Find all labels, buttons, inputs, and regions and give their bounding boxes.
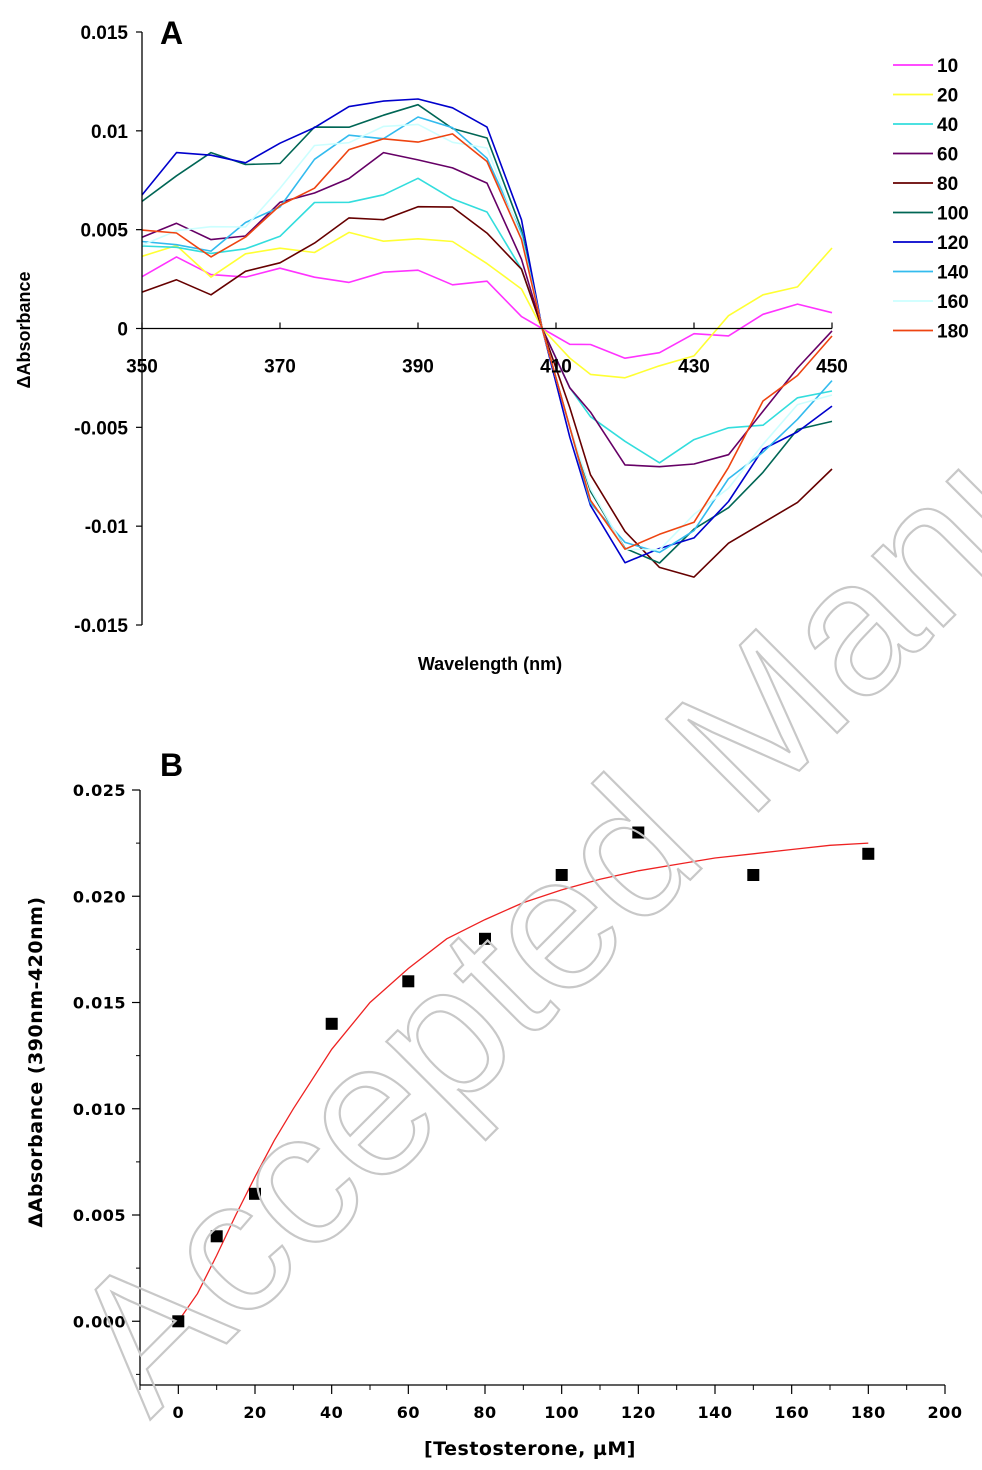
y-tick-label: 0.000: [73, 1312, 126, 1331]
y-tick-label: -0.015: [74, 616, 128, 637]
x-tick-label: 20: [243, 1403, 266, 1422]
x-tick-label: 180: [851, 1403, 886, 1422]
series-line-180: [141, 133, 833, 551]
legend-label: 10: [937, 56, 958, 77]
x-tick-label: 40: [320, 1403, 343, 1422]
data-point-1: [210, 1230, 223, 1243]
y-tick-label: 0: [117, 320, 128, 341]
legend-label: 180: [937, 322, 969, 343]
legend-item-100: 100: [893, 204, 969, 225]
legend-item-120: 120: [893, 233, 969, 254]
legend-label: 160: [937, 292, 969, 313]
series-line-20: [141, 231, 833, 379]
x-tick-label: 80: [473, 1403, 496, 1422]
x-tick-label: 120: [621, 1403, 656, 1422]
legend-item-80: 80: [893, 174, 958, 195]
data-point-5: [479, 932, 491, 945]
panel-b-axes: 0.000 0.005 0.010 0.015 0.020 0.025 0 20 40 60 80 1…: [73, 781, 963, 1422]
series-line-80: [141, 205, 833, 578]
y-tick-label: 0.005: [80, 221, 128, 242]
data-point-4: [402, 975, 415, 988]
legend-label: 40: [937, 115, 958, 136]
panel-a-x-axis-title: Wavelength (nm): [418, 654, 562, 674]
series-line-120: [141, 98, 833, 564]
x-tick-label: 350: [126, 357, 158, 378]
legend-label: 80: [937, 174, 958, 195]
y-tick-label: 0.015: [80, 23, 128, 44]
panel-b-letter: B: [160, 747, 183, 783]
legend-label: 140: [937, 263, 969, 284]
legend-item-140: 140: [893, 263, 969, 284]
panel-b-points: [172, 826, 875, 1328]
x-tick-label: 200: [928, 1403, 963, 1422]
x-tick-label: 450: [816, 357, 848, 378]
legend-item-60: 60: [893, 145, 958, 166]
legend-item-180: 180: [893, 322, 969, 343]
panel-a-axes: 0.015 0.01 0.005 0 -0.005 -0.01 -0.015 350 370 39…: [74, 23, 848, 637]
panel-a-y-axis-title: ΔAbsorbance: [14, 272, 34, 389]
series-line-40: [141, 177, 833, 464]
x-tick-label: 370: [264, 357, 296, 378]
y-tick-label: 0.01: [91, 122, 128, 143]
x-tick-label: 390: [402, 357, 434, 378]
series-line-60: [141, 151, 833, 468]
x-tick-label: 0: [173, 1403, 185, 1422]
panel-b-x-axis-title: [Testosterone, µM]: [424, 1438, 636, 1460]
legend-label: 60: [937, 145, 958, 166]
y-tick-label: 0.020: [73, 887, 126, 906]
legend-item-40: 40: [893, 115, 958, 136]
data-point-7: [632, 826, 645, 839]
panel-b: B 0.000 0.005 0.010 0.015 0.020 0.025 0 20 40 60 8…: [25, 747, 962, 1460]
y-tick-label: 0.005: [73, 1206, 126, 1225]
panel-a: A 0.015 0.01 0.005 0 -0.005 -0.01 -0.015 350 370…: [14, 15, 969, 674]
legend-item-10: 10: [893, 56, 958, 77]
fit-curve: [177, 842, 869, 1322]
legend-label: 20: [937, 86, 958, 107]
x-tick-label: 410: [540, 357, 572, 378]
y-tick-label: 0.015: [73, 994, 126, 1013]
data-point-3: [325, 1017, 338, 1030]
legend-label: 100: [937, 204, 969, 225]
data-point-9: [862, 847, 875, 860]
data-point-0: [172, 1315, 185, 1328]
series-line-100: [141, 103, 833, 564]
panel-b-fit: [177, 842, 869, 1322]
y-tick-label: -0.005: [74, 418, 128, 439]
data-point-2: [249, 1187, 261, 1200]
panel-b-y-axis-title: ΔAbsorbance (390nm-420nm): [25, 896, 47, 1227]
y-tick-label: 0.025: [73, 781, 126, 800]
legend-label: 120: [937, 233, 969, 254]
x-tick-label: 430: [678, 357, 710, 378]
x-tick-label: 100: [544, 1403, 579, 1422]
x-tick-label: 60: [397, 1403, 420, 1422]
x-tick-label: 140: [698, 1403, 733, 1422]
panel-a-letter: A: [160, 15, 183, 51]
legend-item-20: 20: [893, 86, 958, 107]
x-tick-label: 160: [774, 1403, 809, 1422]
panel-a-series: [141, 98, 833, 578]
panel-a-legend: 10 20 40 60 80 100 120 140 160 180: [893, 56, 969, 343]
series-line-160: [141, 123, 833, 551]
data-point-6: [555, 869, 568, 881]
legend-item-160: 160: [893, 292, 969, 313]
y-tick-label: -0.01: [85, 517, 129, 538]
series-line-140: [141, 116, 833, 554]
y-tick-label: 0.010: [73, 1100, 126, 1119]
data-point-8: [747, 869, 760, 881]
